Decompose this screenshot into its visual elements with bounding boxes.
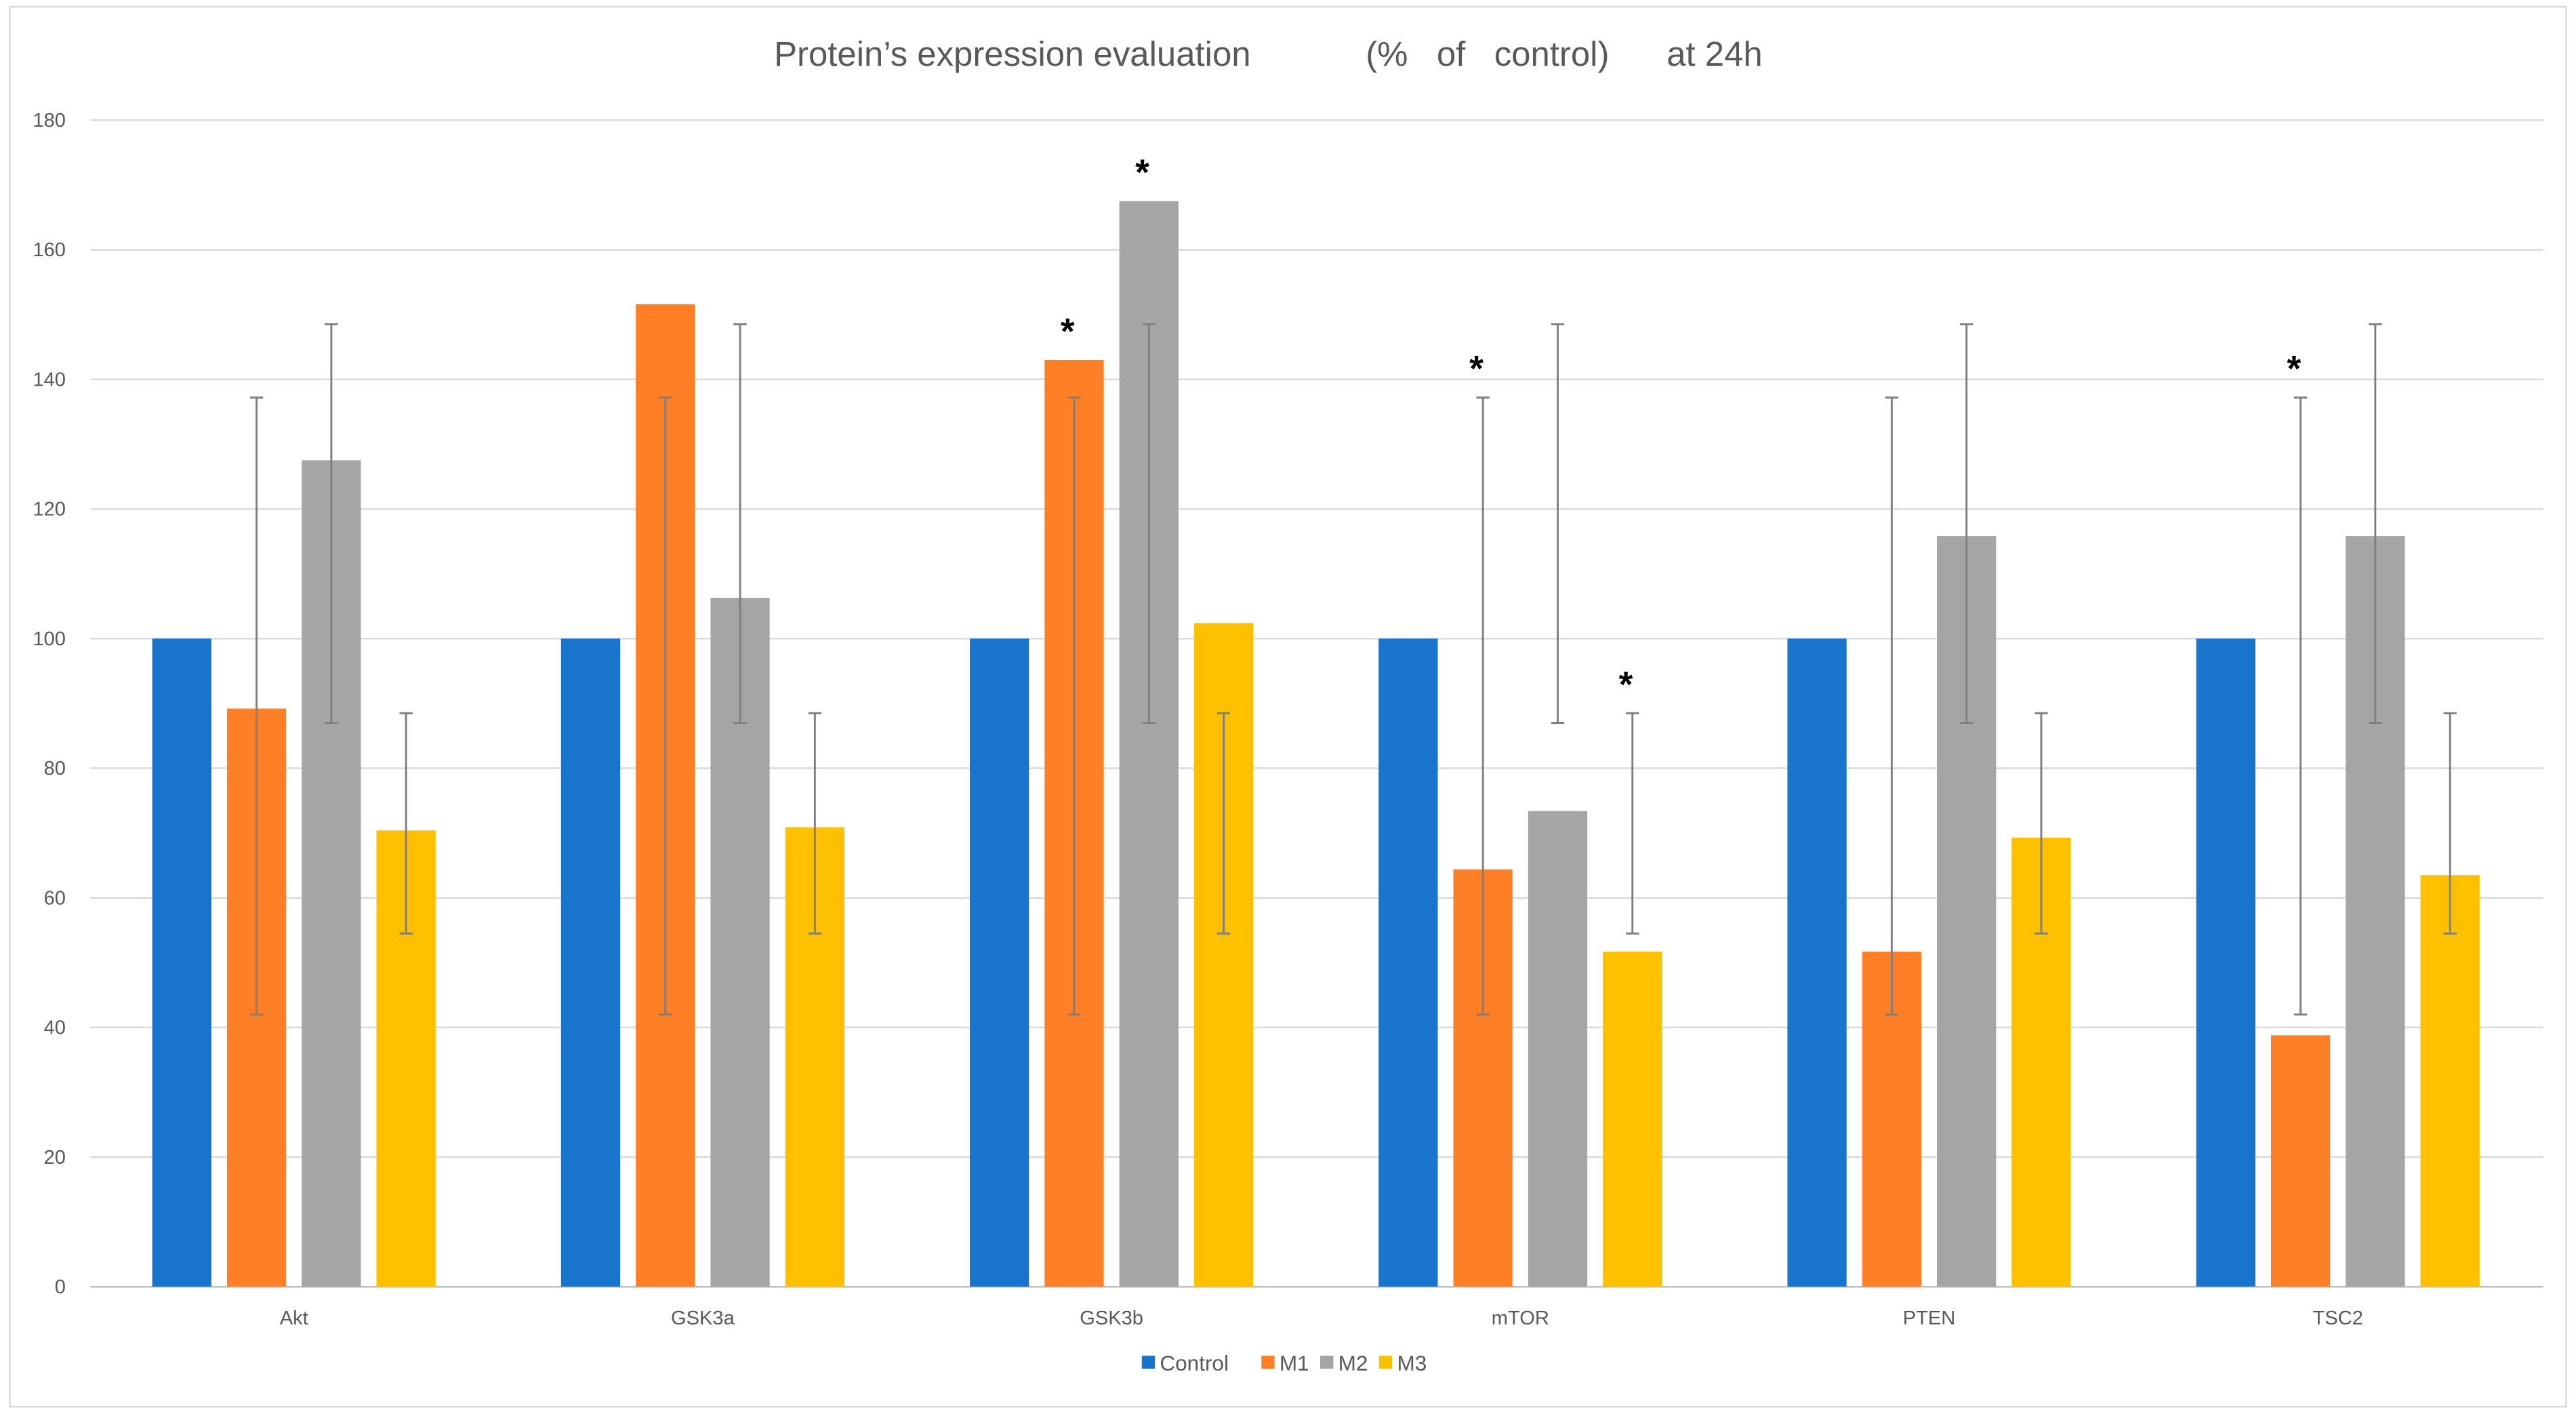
- significance-marker: *: [1061, 312, 1075, 352]
- error-bar: [1067, 397, 1081, 1016]
- significance-marker: *: [2287, 349, 2301, 389]
- bar-GSK3b-Control: [970, 638, 1029, 1287]
- error-bar: [1217, 712, 1231, 935]
- bar-Akt-Control: [152, 638, 211, 1287]
- y-tick-label: 40: [44, 1017, 66, 1039]
- error-bar: [659, 397, 672, 1016]
- legend-label: M2: [1338, 1351, 1368, 1375]
- bar-mTOR-Control: [1378, 638, 1438, 1287]
- error-bar: [2293, 397, 2308, 1016]
- legend-item-M2: M2: [1320, 1351, 1368, 1375]
- y-tick-label: 100: [33, 628, 66, 650]
- bar-GSK3a-Control: [560, 638, 621, 1287]
- chart-frame: [9, 5, 2567, 1408]
- bar-TSC2-M3: [2420, 875, 2480, 1287]
- error-bar: [325, 323, 338, 724]
- legend-swatch: [1261, 1356, 1275, 1369]
- y-tick-label: 120: [33, 499, 66, 521]
- legend-label: Control: [1160, 1351, 1229, 1375]
- y-tick-label: 20: [44, 1147, 66, 1169]
- legend-label: M1: [1280, 1351, 1309, 1375]
- y-tick-label: 140: [33, 369, 66, 390]
- error-bar: [1551, 323, 1565, 724]
- bar-TSC2-M1: [2270, 1035, 2331, 1287]
- x-tick-label: mTOR: [1492, 1307, 1549, 1329]
- x-tick-label: PTEN: [1903, 1307, 1956, 1329]
- y-tick-label: 0: [55, 1276, 66, 1298]
- error-bar: [1959, 323, 1974, 724]
- chart-title: Protein’s expression evaluation (% of co…: [774, 35, 1763, 73]
- legend-item-M1: M1: [1261, 1351, 1309, 1375]
- bar-mTOR-M2: [1528, 811, 1588, 1287]
- legend-swatch: [1320, 1356, 1334, 1369]
- error-bar: [2443, 712, 2457, 935]
- error-bar: [2369, 323, 2382, 724]
- x-tick-label: GSK3a: [671, 1307, 735, 1329]
- legend-item-M3: M3: [1378, 1351, 1427, 1375]
- error-bar: [399, 712, 413, 935]
- error-bar: [808, 712, 822, 935]
- y-tick-label: 80: [44, 758, 66, 779]
- legend-swatch: [1141, 1356, 1156, 1369]
- x-tick-label: Akt: [280, 1307, 308, 1329]
- significance-marker: *: [1619, 665, 1633, 705]
- legend-swatch: [1378, 1356, 1393, 1369]
- error-bar: [249, 397, 264, 1016]
- x-tick-label: TSC2: [2313, 1307, 2363, 1329]
- error-bar: [1885, 397, 1899, 1016]
- error-bar: [1626, 712, 1639, 935]
- error-bar: [733, 323, 747, 724]
- error-bar: [1142, 323, 1156, 724]
- y-tick-label: 160: [33, 239, 66, 261]
- bar-TSC2-Control: [2196, 638, 2255, 1287]
- error-bar: [1476, 397, 1490, 1016]
- legend-item-Control: Control: [1141, 1351, 1229, 1375]
- legend-label: M3: [1397, 1351, 1427, 1375]
- error-bar: [2035, 712, 2048, 935]
- x-tick-label: GSK3b: [1080, 1307, 1143, 1329]
- bar-mTOR-M3: [1603, 952, 1662, 1287]
- significance-marker: *: [1135, 153, 1149, 193]
- significance-marker: *: [1469, 349, 1484, 389]
- y-tick-label: 180: [33, 110, 66, 131]
- bar-PTEN-Control: [1787, 638, 1847, 1287]
- y-tick-label: 60: [44, 887, 66, 909]
